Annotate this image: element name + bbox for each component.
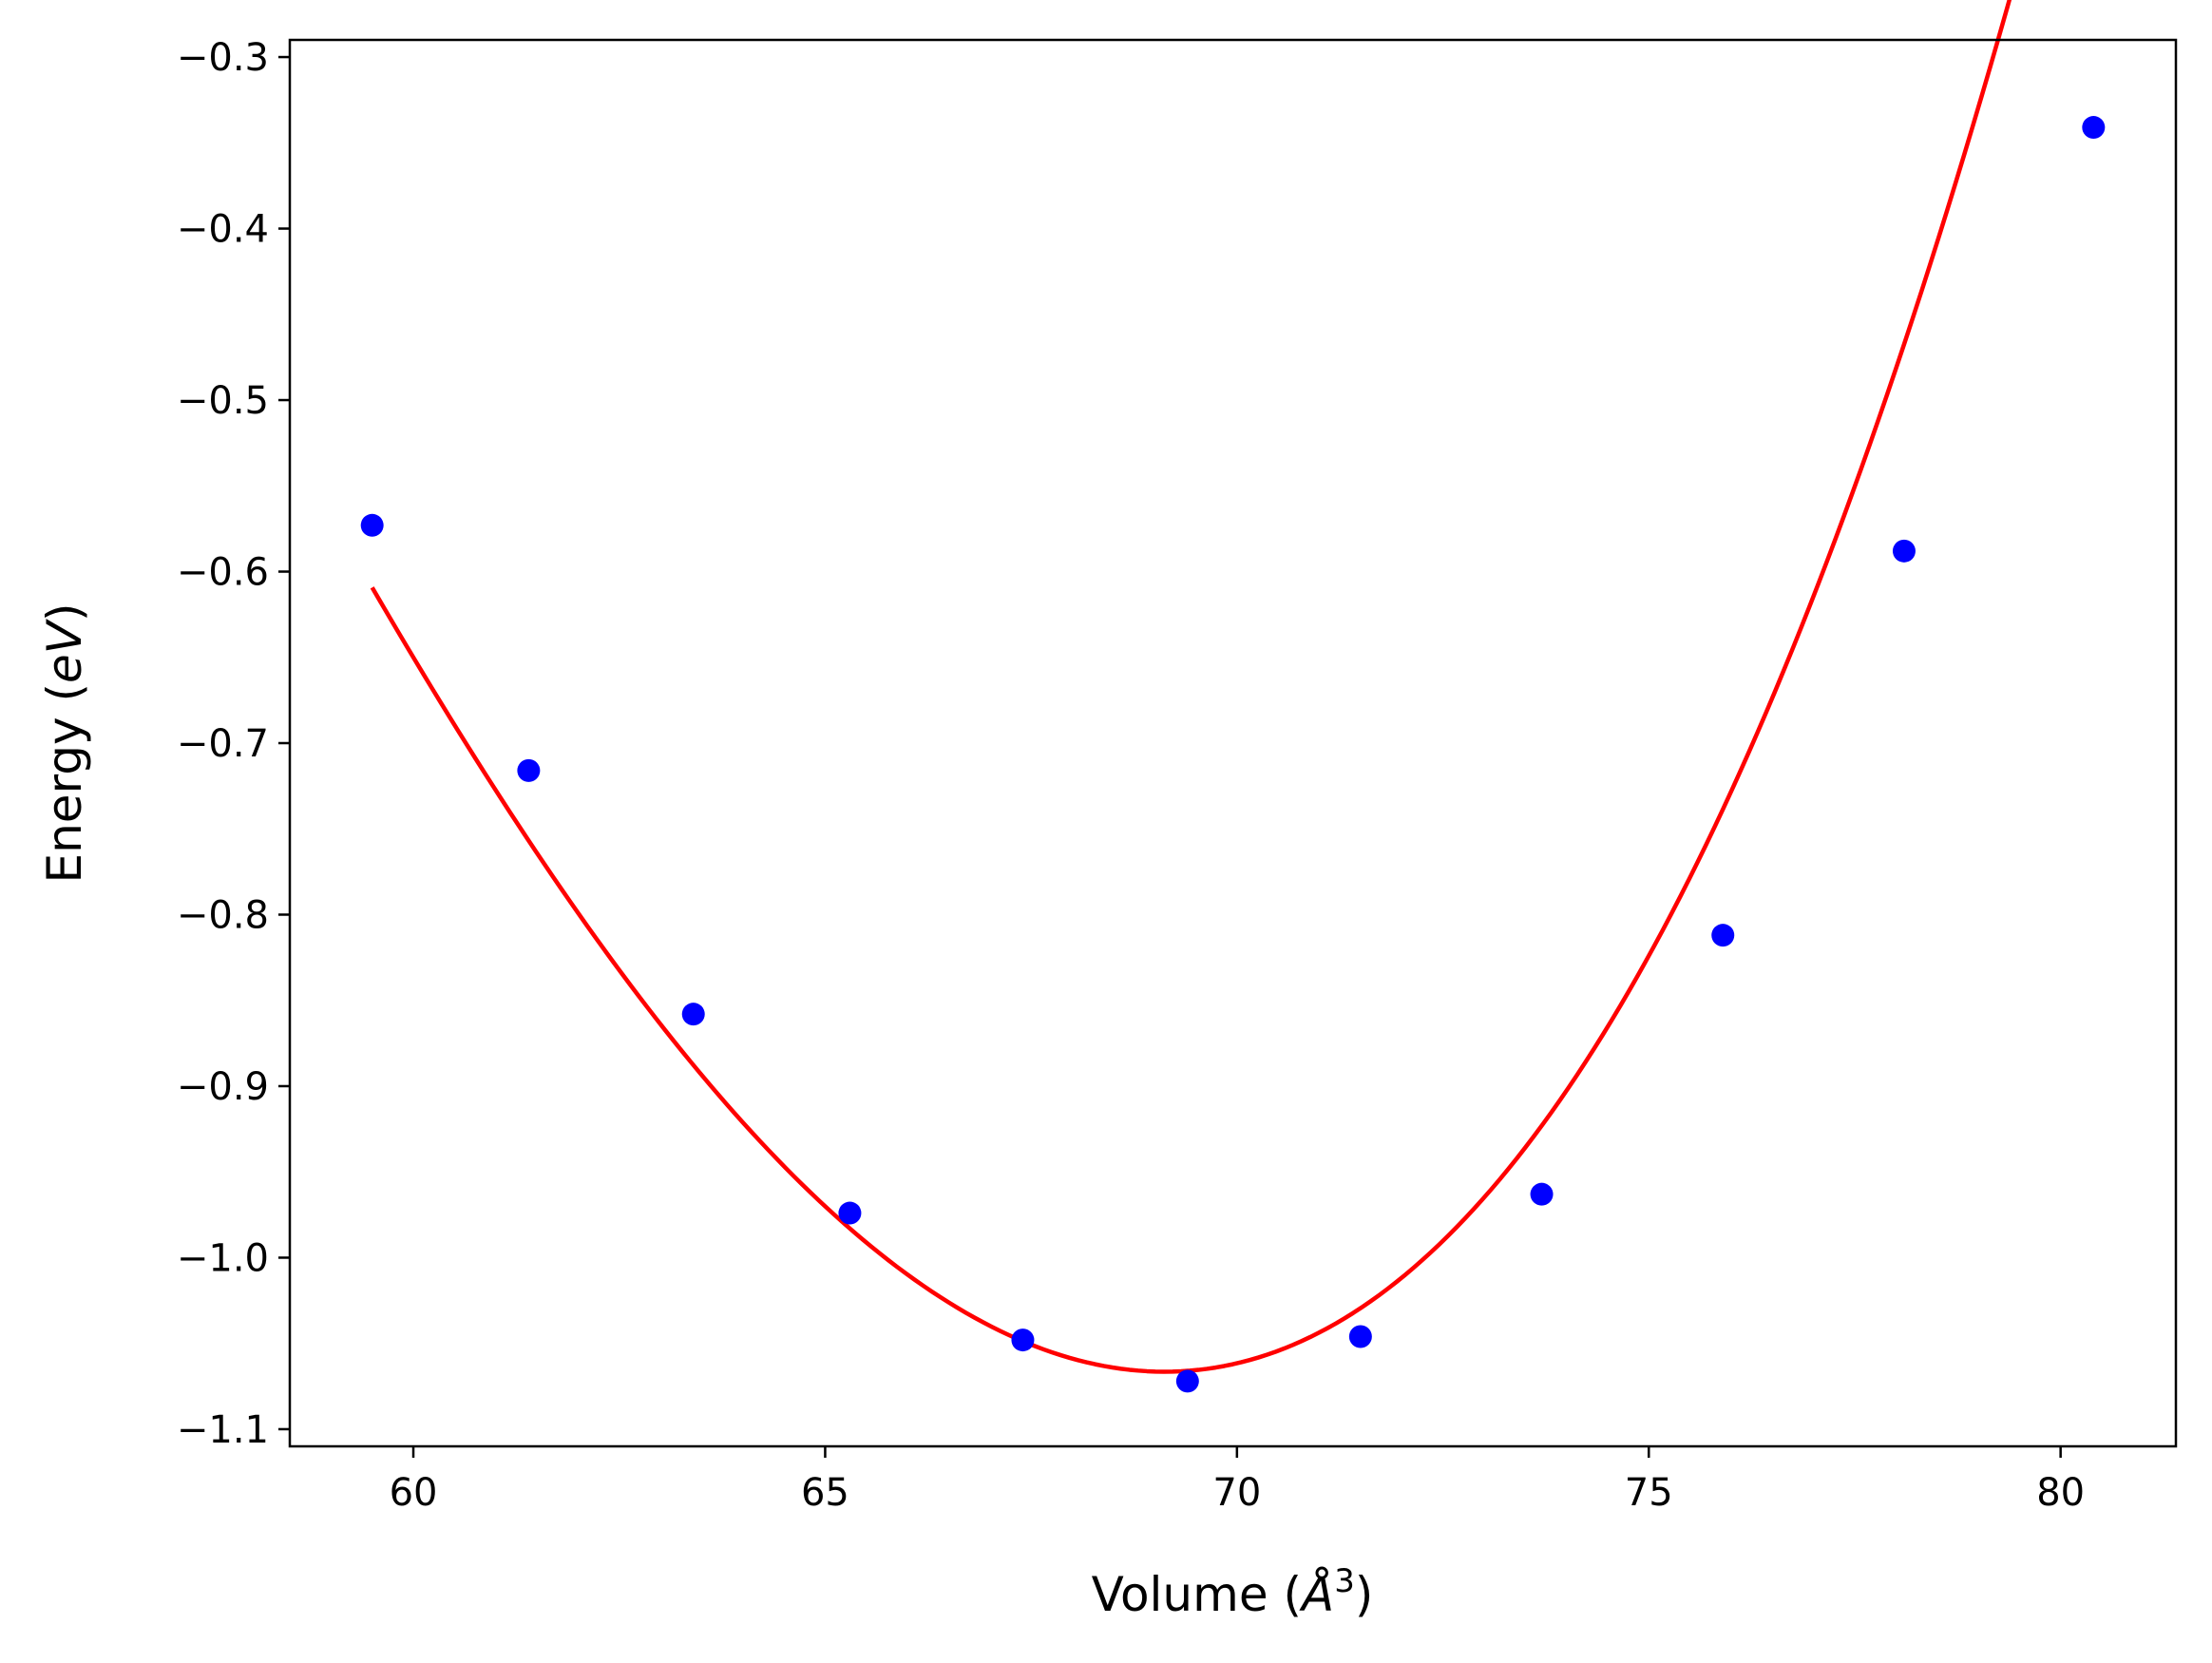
- x-tick-label: 70: [1212, 1471, 1261, 1515]
- axes-background: [290, 40, 2176, 1446]
- y-tick-label: −0.8: [177, 893, 269, 937]
- fit-curve: [370, 0, 2012, 1374]
- x-axis-ticks: 60 65 70 75 80: [390, 1446, 2085, 1515]
- data-point: [1348, 1325, 1372, 1348]
- data-point: [1175, 1369, 1199, 1393]
- data-point: [681, 1003, 705, 1026]
- data-point: [517, 758, 541, 782]
- fit-curve-layer: [370, 0, 2012, 1374]
- x-tick-label: 80: [2036, 1471, 2085, 1515]
- data-point: [838, 1201, 862, 1225]
- x-axis-label-unit: Å: [1299, 1567, 1334, 1622]
- y-tick-label: −0.5: [177, 379, 269, 423]
- y-axis-ticks: −1.1 −1.0 −0.9 −0.8 −0.7 −0.6 −0.5 −0.4 −0.3: [177, 36, 290, 1452]
- data-point: [1530, 1182, 1554, 1206]
- y-tick-label: −0.6: [177, 551, 269, 595]
- x-axis-label: Volume (Å3): [1092, 1562, 1374, 1622]
- x-axis-label-post: ): [1355, 1567, 1374, 1622]
- data-point: [1711, 924, 1735, 947]
- x-tick-label: 65: [801, 1471, 849, 1515]
- y-axis-label: Energy (eV): [37, 603, 92, 884]
- x-axis-label-exp: 3: [1334, 1562, 1355, 1600]
- y-tick-label: −0.9: [177, 1065, 269, 1109]
- y-tick-label: −1.1: [177, 1408, 269, 1452]
- y-axis-label-post: ): [37, 603, 92, 622]
- y-tick-label: −0.3: [177, 36, 269, 80]
- data-point: [2082, 116, 2106, 140]
- y-tick-label: −0.4: [177, 208, 269, 252]
- x-axis-label-pre: Volume (: [1092, 1567, 1302, 1622]
- data-point: [1892, 539, 1916, 563]
- plot-area: [290, 40, 2176, 1446]
- data-points-layer: [360, 116, 2106, 1393]
- x-tick-label: 60: [390, 1471, 438, 1515]
- y-axis-label-unit: eV: [37, 618, 92, 683]
- y-axis-label-pre: Energy (: [37, 683, 92, 883]
- y-tick-label: −1.0: [177, 1236, 269, 1280]
- data-point: [1011, 1328, 1035, 1352]
- x-tick-label: 75: [1625, 1471, 1673, 1515]
- y-tick-label: −0.7: [177, 722, 269, 766]
- data-point: [360, 513, 384, 537]
